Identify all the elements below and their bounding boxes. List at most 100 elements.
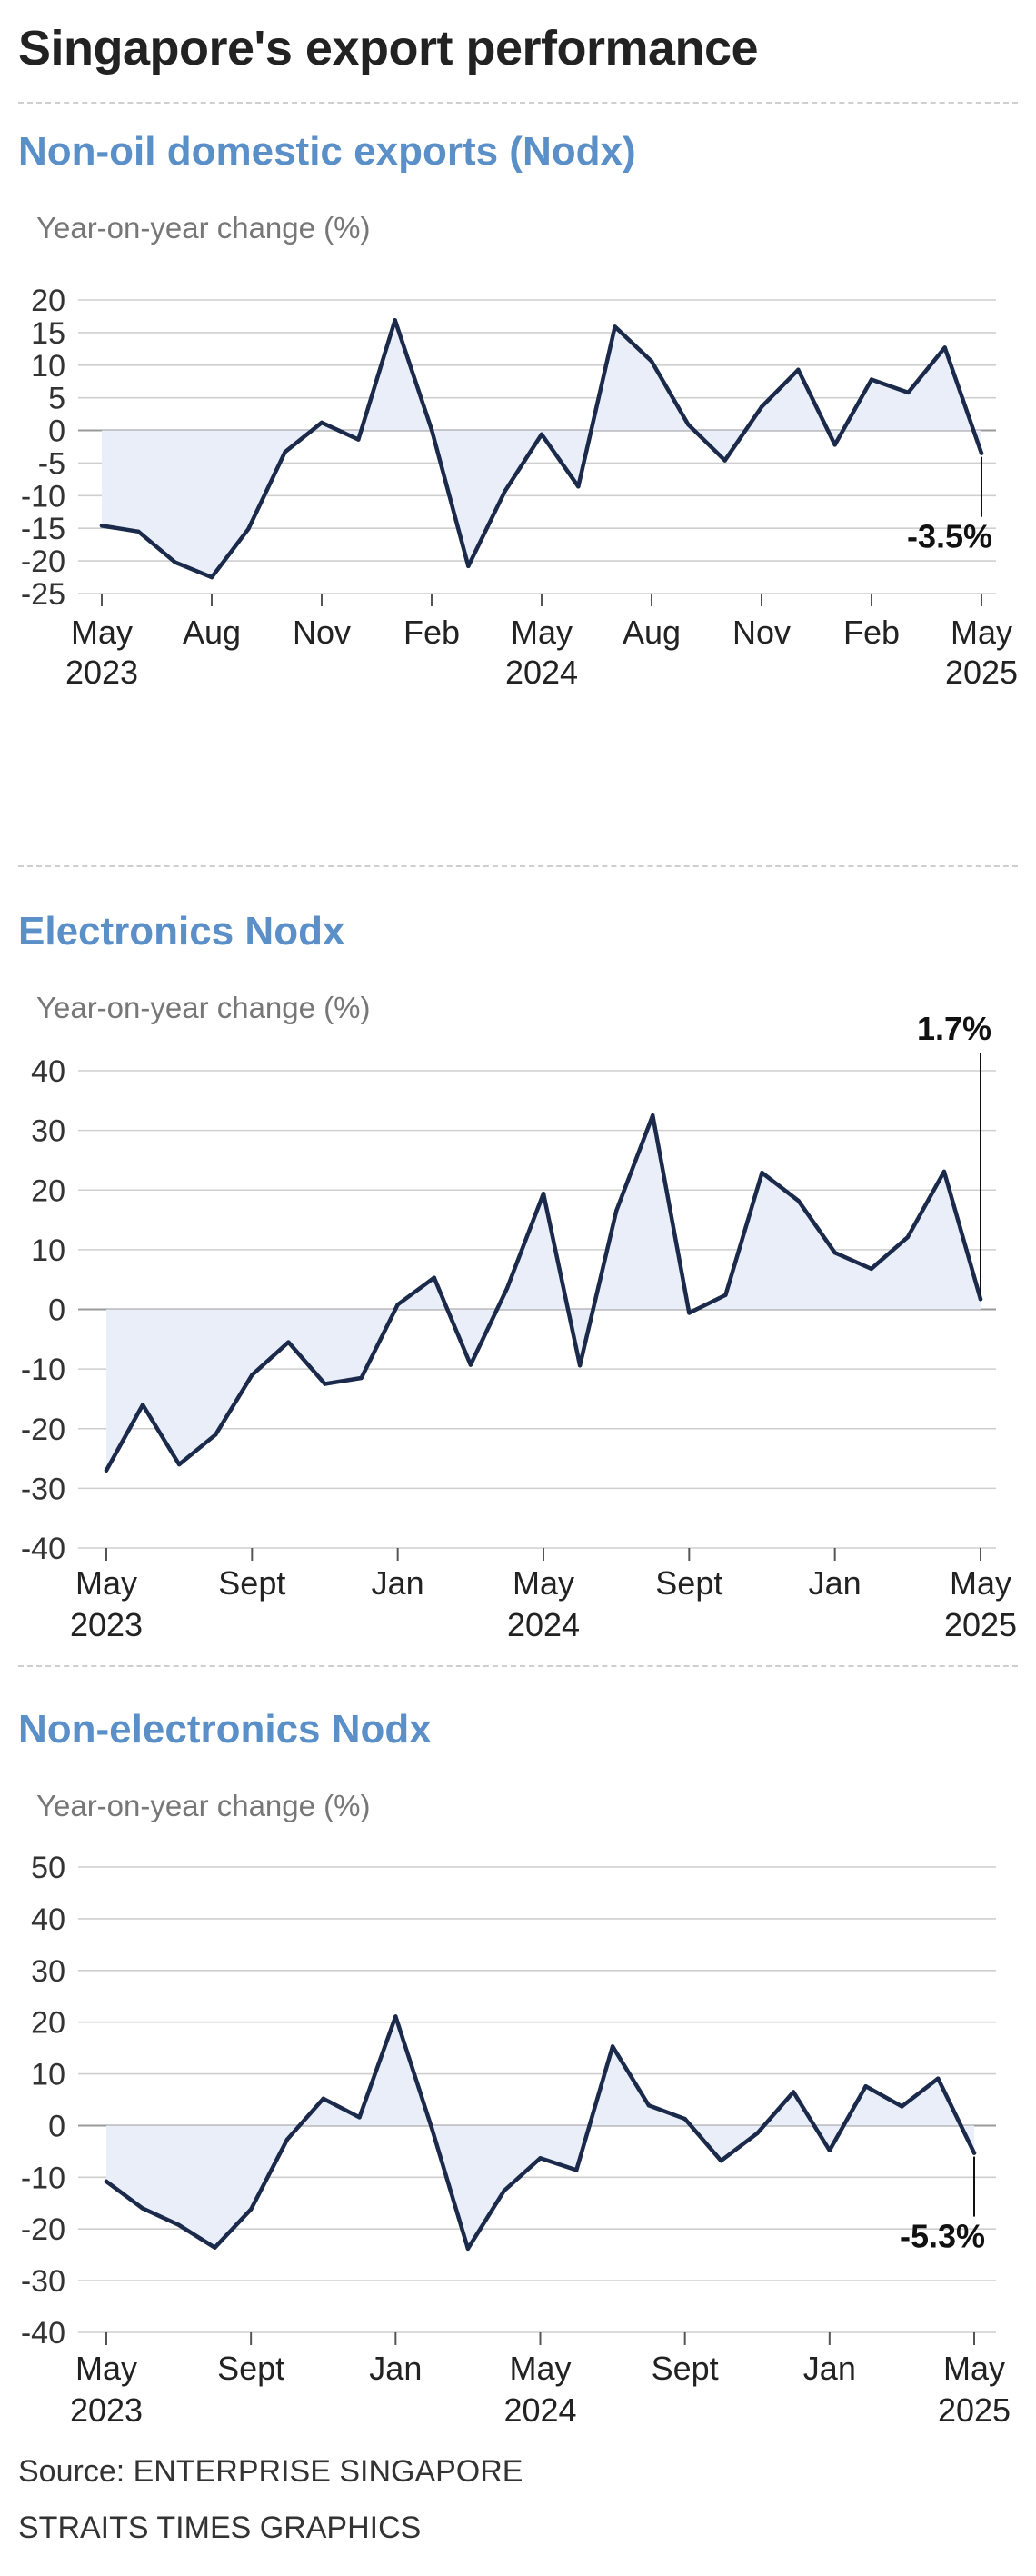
x-tick-label: May (511, 614, 573, 651)
chart-title-nodx: Non-oil domestic exports (Nodx) (18, 129, 636, 174)
y-tick-label: -40 (21, 2316, 65, 2351)
x-tick-label: Jan (369, 2350, 422, 2387)
data-point (248, 2207, 254, 2212)
section-divider-2 (18, 1665, 1018, 1667)
data-point (465, 2246, 471, 2252)
data-point (250, 1373, 254, 1377)
data-point (796, 367, 801, 373)
data-point (246, 526, 251, 532)
data-point (613, 1209, 619, 1213)
x-tick-label: May (513, 1564, 574, 1602)
y-tick-label: -30 (21, 1472, 65, 1506)
data-point (99, 524, 105, 528)
data-point (978, 1297, 983, 1302)
data-point (136, 529, 141, 534)
data-point (577, 1363, 583, 1368)
chart-electronics: Electronics Nodx Year-on-year change (%)… (0, 909, 1036, 1654)
data-point (468, 1363, 473, 1367)
data-point (719, 2158, 723, 2163)
page-title: Singapore's export performance (18, 21, 759, 75)
y-tick-label: 0 (48, 2109, 65, 2143)
x-tick-label: Feb (843, 614, 900, 651)
data-point (502, 2188, 506, 2193)
y-tick-label: -40 (21, 1532, 65, 1566)
y-tick-label: 20 (31, 2006, 65, 2041)
data-point (979, 451, 984, 455)
data-point (759, 404, 764, 409)
y-tick-label: 30 (31, 1114, 65, 1149)
data-point (395, 1303, 400, 1307)
data-point (649, 359, 654, 364)
section-divider-1 (18, 865, 1018, 867)
data-point (466, 564, 471, 569)
data-point (429, 427, 434, 433)
x-tick-label: Sept (217, 2350, 284, 2387)
chart-title-electronics: Electronics Nodx (18, 909, 345, 954)
x-tick-label: Aug (623, 614, 681, 651)
data-point (610, 2044, 615, 2049)
y-tick-label: -15 (21, 512, 65, 546)
x-tick-label: Sept (218, 1564, 285, 1602)
y-tick-label: 30 (31, 1954, 65, 1989)
data-point (283, 450, 287, 454)
x-tick-year-label: 2025 (938, 2391, 1011, 2429)
data-point (906, 390, 911, 395)
data-point (791, 2090, 796, 2094)
chart-nodx: Non-oil domestic exports (Nodx) Year-on-… (0, 129, 1036, 838)
data-point (686, 422, 691, 427)
data-point (176, 1462, 182, 1467)
data-point (796, 1198, 801, 1203)
data-point (942, 345, 947, 350)
y-tick-label: -30 (21, 2264, 65, 2299)
data-point (429, 2126, 434, 2131)
data-point (760, 1171, 764, 1175)
x-tick-year-label: 2023 (65, 654, 138, 691)
data-point (286, 1340, 291, 1344)
y-tick-label: -5 (38, 446, 65, 481)
data-point (214, 1433, 218, 1437)
x-tick-label: Sept (652, 2350, 719, 2387)
data-point (104, 1468, 109, 1473)
y-tick-label: -20 (21, 2212, 65, 2247)
x-tick-year-label: 2025 (945, 654, 1018, 691)
y-tick-label: -20 (21, 544, 65, 579)
data-point (213, 2245, 217, 2250)
data-point (432, 1275, 436, 1280)
y-tick-label: 40 (31, 1902, 65, 1937)
y-tick-label: 5 (48, 382, 65, 416)
data-point (971, 2151, 977, 2155)
area-fill (106, 2016, 974, 2249)
data-point (173, 560, 177, 564)
data-point (503, 489, 507, 494)
data-point (869, 1266, 873, 1272)
x-tick-label: May (71, 614, 133, 651)
x-tick-label: Jan (372, 1564, 424, 1602)
chart-plot-non-electronics: Year-on-year change (%) 50 40 30 20 10 0 -10 -20… (21, 1789, 1011, 2429)
x-tick-year-label: 2024 (503, 2391, 576, 2429)
data-point (941, 1169, 947, 1174)
chart-title-non-electronics: Non-electronics Nodx (18, 1707, 432, 1752)
data-point (538, 2156, 543, 2161)
y-tick-label: -10 (21, 479, 65, 514)
data-point (869, 377, 874, 382)
y-tick-label: 20 (31, 284, 65, 318)
data-point (504, 1286, 510, 1291)
y-axis-label: Year-on-year change (%) (36, 991, 370, 1024)
x-tick-label: May (950, 1564, 1011, 1602)
y-tick-label: -10 (21, 1353, 65, 1387)
data-point (359, 1375, 364, 1381)
x-tick-year-label: 2023 (70, 2391, 143, 2429)
data-point (722, 458, 727, 463)
x-tick-label: Jan (809, 1564, 862, 1602)
x-tick-label: May (943, 2350, 1005, 2387)
footer-credit: STRAITS TIMES GRAPHICS (18, 2511, 422, 2545)
chart-non-electronics: Non-electronics Nodx Year-on-year change… (0, 1707, 1036, 2429)
data-point (905, 1234, 911, 1240)
x-tick-label: May (75, 1564, 137, 1602)
x-tick-label: May (75, 2350, 137, 2387)
area-fill (102, 320, 981, 578)
x-tick-label: Nov (293, 614, 351, 651)
data-point (827, 2148, 832, 2152)
chart-plot-electronics: Year-on-year change (%) 40 30 20 10 0 -10 -20 -3… (21, 991, 1017, 1643)
data-point (682, 2116, 687, 2122)
